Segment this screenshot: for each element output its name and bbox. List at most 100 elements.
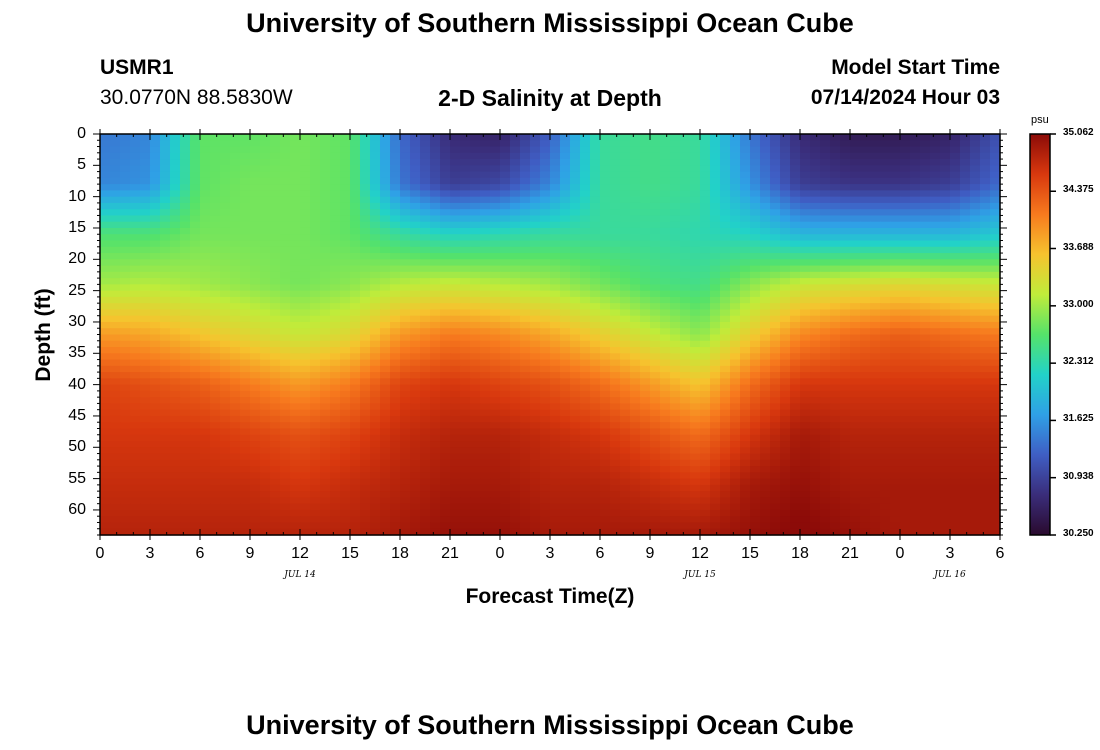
heatmap-cell: [110, 378, 121, 386]
heatmap-cell: [500, 453, 511, 461]
heatmap-cell: [470, 284, 481, 292]
heatmap-cell: [840, 466, 851, 473]
heatmap-cell: [820, 334, 831, 342]
heatmap-cell: [460, 221, 471, 229]
heatmap-cell: [260, 428, 271, 436]
heatmap-cell: [770, 209, 781, 217]
heatmap-cell: [440, 184, 451, 191]
heatmap-cell: [760, 378, 771, 386]
heatmap-cell: [250, 428, 261, 436]
heatmap-cell: [240, 328, 251, 336]
heatmap-cell: [670, 453, 681, 461]
heatmap-cell: [340, 340, 351, 348]
heatmap-cell: [310, 271, 321, 279]
heatmap-cell: [740, 321, 751, 329]
heatmap-cell: [460, 453, 471, 461]
heatmap-cell: [340, 347, 351, 354]
heatmap-cell: [120, 171, 131, 179]
heatmap-cell: [440, 165, 451, 173]
heatmap-cell: [470, 459, 481, 467]
heatmap-cell: [100, 340, 111, 348]
heatmap-cell: [790, 359, 801, 367]
heatmap-cell: [160, 215, 171, 223]
heatmap-cell: [880, 390, 891, 398]
heatmap-cell: [340, 246, 351, 254]
heatmap-cell: [690, 459, 701, 467]
heatmap-cell: [970, 441, 981, 448]
heatmap-cell: [490, 202, 501, 210]
heatmap-cell: [270, 209, 281, 217]
heatmap-cell: [510, 140, 521, 148]
heatmap-cell: [140, 221, 151, 229]
heatmap-cell: [810, 227, 821, 235]
heatmap-cell: [480, 466, 491, 473]
heatmap-cell: [890, 278, 901, 285]
heatmap-cell: [220, 278, 231, 285]
heatmap-cell: [410, 165, 421, 173]
heatmap-cell: [970, 253, 981, 260]
heatmap-cell: [550, 459, 561, 467]
heatmap-cell: [280, 378, 291, 386]
heatmap-cell: [640, 146, 651, 154]
heatmap-cell: [650, 359, 661, 367]
heatmap-cell: [320, 221, 331, 229]
heatmap-cell: [740, 415, 751, 423]
heatmap-cell: [850, 284, 861, 292]
heatmap-cell: [710, 309, 721, 317]
heatmap-cell: [920, 384, 931, 392]
heatmap-cell: [750, 296, 761, 304]
heatmap-cell: [590, 353, 601, 361]
heatmap-cell: [250, 390, 261, 398]
heatmap-cell: [920, 227, 931, 235]
heatmap-cell: [740, 422, 751, 430]
heatmap-cell: [970, 397, 981, 405]
heatmap-cell: [800, 384, 811, 392]
heatmap-cell: [690, 378, 701, 386]
heatmap-cell: [870, 378, 881, 386]
heatmap-cell: [970, 165, 981, 173]
heatmap-cell: [740, 234, 751, 242]
heatmap-cell: [220, 196, 231, 204]
heatmap-cell: [650, 353, 661, 361]
heatmap-cell: [510, 321, 521, 329]
heatmap-cell: [900, 447, 911, 455]
heatmap-cell: [560, 441, 571, 448]
heatmap-cell: [290, 403, 301, 411]
heatmap-cell: [210, 190, 221, 198]
heatmap-cell: [730, 403, 741, 411]
heatmap-cell: [230, 447, 241, 455]
heatmap-cell: [230, 365, 241, 373]
heatmap-cell: [640, 227, 651, 235]
heatmap-cell: [900, 303, 911, 311]
heatmap-cell: [680, 196, 691, 204]
heatmap-cell: [550, 428, 561, 436]
heatmap-cell: [960, 472, 971, 480]
heatmap-cell: [380, 334, 391, 342]
heatmap-cell: [150, 315, 161, 323]
heatmap-cell: [530, 152, 541, 160]
heatmap-cell: [410, 284, 421, 292]
heatmap-cell: [950, 340, 961, 348]
heatmap-cell: [440, 365, 451, 373]
heatmap-cell: [470, 428, 481, 436]
heatmap-cell: [310, 397, 321, 405]
heatmap-cell: [200, 309, 211, 317]
heatmap-cell: [120, 202, 131, 210]
heatmap-cell: [400, 190, 411, 198]
heatmap-cell: [650, 328, 661, 336]
heatmap-cell: [480, 234, 491, 242]
heatmap-cell: [250, 271, 261, 279]
heatmap-cell: [420, 390, 431, 398]
heatmap-cell: [420, 372, 431, 379]
heatmap-cell: [300, 328, 311, 336]
heatmap-cell: [860, 378, 871, 386]
heatmap-cell: [840, 196, 851, 204]
heatmap-cell: [290, 284, 301, 292]
heatmap-cell: [790, 472, 801, 480]
heatmap-cell: [700, 397, 711, 405]
heatmap-cell: [210, 184, 221, 191]
heatmap-cell: [180, 296, 191, 304]
heatmap-cell: [580, 259, 591, 267]
heatmap-cell: [110, 321, 121, 329]
heatmap-cell: [730, 253, 741, 260]
